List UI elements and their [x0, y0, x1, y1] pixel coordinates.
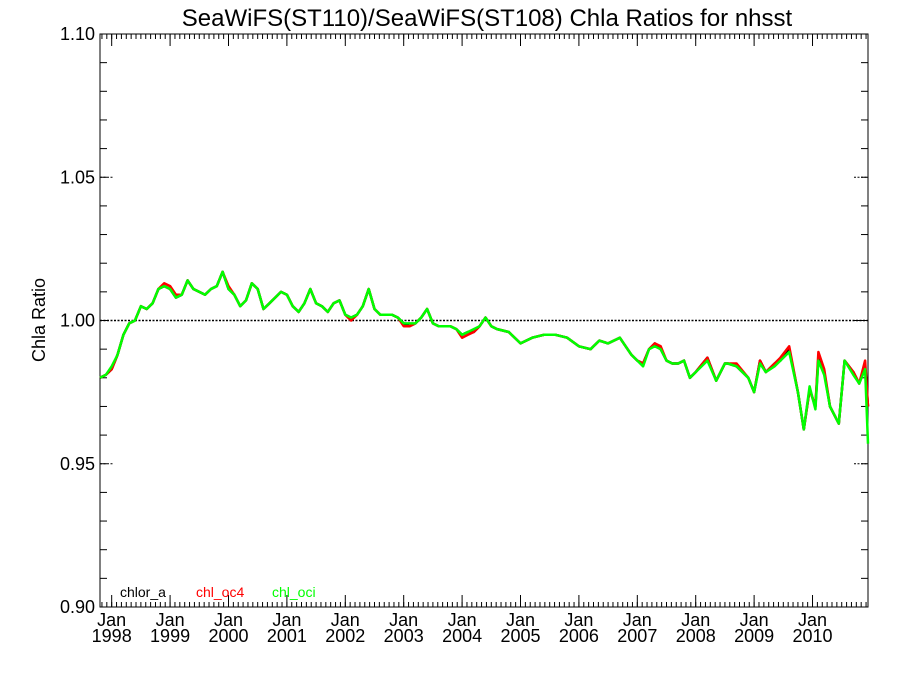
y-ticks: 0.90 0.95 1.00 1.05 1.10 — [60, 24, 95, 617]
x-tick-month: Jan — [564, 610, 593, 630]
x-tick-year: 2001 — [267, 626, 307, 646]
x-tick-year: 2003 — [384, 626, 424, 646]
x-tick-year: 2009 — [734, 626, 774, 646]
x-tick-month: Jan — [798, 610, 827, 630]
x-tick-year: 2010 — [792, 626, 832, 646]
x-ticks: Jan1998Jan1999Jan2000Jan2001Jan2002Jan20… — [92, 34, 867, 646]
y-tick-label: 0.90 — [60, 597, 95, 617]
y-tick-label: 1.05 — [60, 167, 95, 187]
x-tick-month: Jan — [389, 610, 418, 630]
x-tick-year: 1999 — [150, 626, 190, 646]
series-group — [99, 270, 870, 444]
x-tick-month: Jan — [156, 610, 185, 630]
x-tick-year: 2000 — [208, 626, 248, 646]
series-line-chl_oci — [99, 270, 870, 444]
x-tick-month: Jan — [331, 610, 360, 630]
legend-entry-chlor_a: chlor_a — [120, 584, 166, 600]
x-tick-month: Jan — [97, 610, 126, 630]
y-axis-label: Chla Ratio — [29, 278, 49, 362]
legend-entry-chl_oci: chl_oci — [272, 584, 316, 600]
x-tick-year: 1998 — [92, 626, 132, 646]
x-tick-month: Jan — [681, 610, 710, 630]
x-tick-year: 2006 — [559, 626, 599, 646]
legend-entry-chl_oc4: chl_oc4 — [196, 584, 244, 600]
x-tick-year: 2008 — [676, 626, 716, 646]
x-tick-year: 2002 — [325, 626, 365, 646]
x-tick-month: Jan — [506, 610, 535, 630]
chart-title: SeaWiFS(ST110)/SeaWiFS(ST108) Chla Ratio… — [182, 5, 793, 32]
x-tick-year: 2005 — [500, 626, 540, 646]
y-gridlines — [100, 33, 868, 608]
x-tick-year: 2007 — [617, 626, 657, 646]
x-tick-month: Jan — [214, 610, 243, 630]
legend: chlor_a chl_oc4 chl_oci — [120, 584, 316, 600]
x-tick-month: Jan — [740, 610, 769, 630]
x-tick-year: 2004 — [442, 626, 482, 646]
series-line-chlor_a — [99, 270, 870, 431]
x-tick-month: Jan — [623, 610, 652, 630]
x-tick-month: Jan — [272, 610, 301, 630]
x-tick-month: Jan — [448, 610, 477, 630]
y-tick-label: 1.00 — [60, 311, 95, 331]
y-tick-label: 0.95 — [60, 454, 95, 474]
series-line-chl_oc4 — [99, 270, 870, 431]
y-tick-label: 1.10 — [60, 24, 95, 44]
